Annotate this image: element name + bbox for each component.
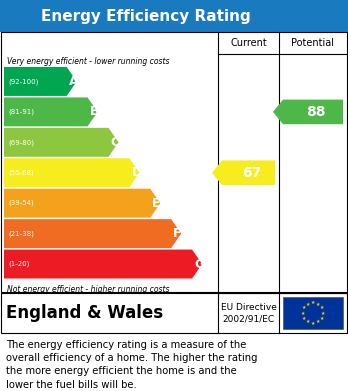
Polygon shape xyxy=(4,128,119,157)
Text: Not energy efficient - higher running costs: Not energy efficient - higher running co… xyxy=(7,285,169,294)
Text: (21-38): (21-38) xyxy=(8,230,34,237)
Text: ★: ★ xyxy=(301,310,305,316)
Text: ★: ★ xyxy=(321,310,325,316)
Text: C: C xyxy=(111,136,120,149)
Text: Energy Efficiency Rating: Energy Efficiency Rating xyxy=(41,9,251,23)
Polygon shape xyxy=(4,219,181,248)
Text: Very energy efficient - lower running costs: Very energy efficient - lower running co… xyxy=(7,57,169,66)
Polygon shape xyxy=(212,160,275,185)
Text: ★: ★ xyxy=(306,319,310,325)
Text: ★: ★ xyxy=(320,305,324,310)
Bar xyxy=(1,32,347,292)
Text: G: G xyxy=(194,258,204,271)
Text: England & Wales: England & Wales xyxy=(6,304,163,322)
Bar xyxy=(283,297,343,329)
Text: (81-91): (81-91) xyxy=(8,109,34,115)
Text: 67: 67 xyxy=(242,166,261,180)
Text: (92-100): (92-100) xyxy=(8,78,38,85)
Text: (69-80): (69-80) xyxy=(8,139,34,145)
Text: E: E xyxy=(152,197,161,210)
Polygon shape xyxy=(4,158,140,187)
Text: F: F xyxy=(173,227,182,240)
Polygon shape xyxy=(4,67,77,96)
Text: ★: ★ xyxy=(306,301,310,307)
Text: Potential: Potential xyxy=(292,38,334,48)
Bar xyxy=(0,0,348,32)
Text: A: A xyxy=(69,75,78,88)
Text: The energy efficiency rating is a measure of the
overall efficiency of a home. T: The energy efficiency rating is a measur… xyxy=(6,340,258,389)
Text: ★: ★ xyxy=(311,300,315,305)
Polygon shape xyxy=(273,100,343,124)
Text: (55-68): (55-68) xyxy=(8,170,34,176)
Bar xyxy=(1,293,347,333)
Text: B: B xyxy=(89,106,99,118)
Text: ★: ★ xyxy=(320,316,324,321)
Text: EU Directive: EU Directive xyxy=(221,303,276,312)
Text: ★: ★ xyxy=(316,301,320,307)
Polygon shape xyxy=(4,249,202,278)
Text: Current: Current xyxy=(230,38,267,48)
Text: (1-20): (1-20) xyxy=(8,261,29,267)
Text: 88: 88 xyxy=(306,105,326,119)
Polygon shape xyxy=(4,189,160,218)
Text: ★: ★ xyxy=(316,319,320,325)
Text: ★: ★ xyxy=(302,305,306,310)
Polygon shape xyxy=(4,97,97,126)
Text: (39-54): (39-54) xyxy=(8,200,34,206)
Text: D: D xyxy=(132,166,142,179)
Text: ★: ★ xyxy=(302,316,306,321)
Text: ★: ★ xyxy=(311,321,315,326)
Text: 2002/91/EC: 2002/91/EC xyxy=(222,314,275,323)
